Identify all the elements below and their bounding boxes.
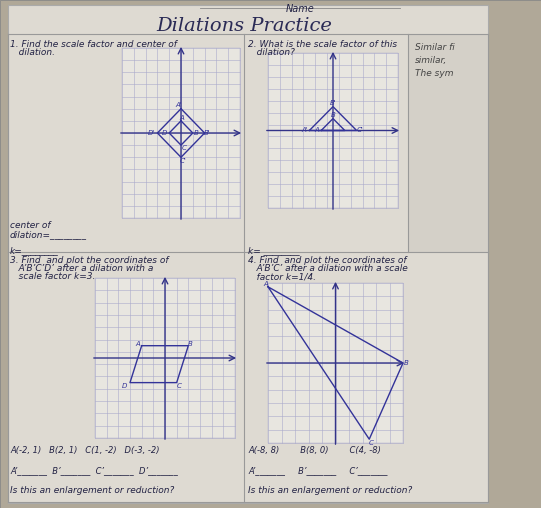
- Text: 1. Find the scale factor and center of: 1. Find the scale factor and center of: [10, 40, 177, 49]
- Text: 2. What is the scale factor of this: 2. What is the scale factor of this: [248, 40, 397, 49]
- Text: factor k=1/4.: factor k=1/4.: [248, 272, 316, 281]
- Text: A: A: [315, 128, 320, 134]
- Text: A’_______     B’_______     C’_______: A’_______ B’_______ C’_______: [248, 466, 387, 475]
- Text: D: D: [162, 130, 167, 136]
- Bar: [268, 53, 398, 208]
- Bar: [122, 48, 240, 218]
- Text: D': D': [148, 130, 155, 136]
- Text: B: B: [404, 360, 408, 366]
- Text: B: B: [331, 112, 335, 117]
- Text: A’B’C’ after a dilation with a scale: A’B’C’ after a dilation with a scale: [248, 264, 408, 273]
- Text: center of: center of: [10, 221, 50, 230]
- Text: Is this an enlargement or reduction?: Is this an enlargement or reduction?: [248, 486, 412, 495]
- Text: A’B’C’D’ after a dilation with a: A’B’C’D’ after a dilation with a: [10, 264, 154, 273]
- Text: B: B: [194, 130, 198, 136]
- Text: Is this an enlargement or reduction?: Is this an enlargement or reduction?: [10, 486, 174, 495]
- Text: Name: Name: [286, 4, 314, 14]
- Text: A': A': [301, 128, 308, 134]
- Text: C: C: [176, 383, 181, 389]
- Text: B': B': [204, 130, 211, 136]
- Bar: [95, 278, 235, 438]
- Text: C: C: [369, 440, 374, 446]
- Bar: [8, 5, 488, 503]
- Bar: [268, 283, 403, 443]
- Text: A: A: [263, 281, 268, 287]
- Text: dilation=________: dilation=________: [10, 230, 87, 239]
- Text: B: B: [188, 341, 193, 346]
- Text: A: A: [180, 115, 184, 121]
- Text: B': B': [329, 100, 337, 106]
- Text: The sym: The sym: [415, 70, 453, 79]
- Text: A: A: [135, 341, 140, 346]
- Text: dilation.: dilation.: [10, 48, 55, 57]
- Text: A': A': [176, 102, 182, 108]
- Text: C: C: [182, 145, 187, 151]
- Text: k=________: k=________: [10, 246, 59, 255]
- Text: A’_______  B’_______  C’_______  D’_______: A’_______ B’_______ C’_______ D’_______: [10, 466, 178, 475]
- Text: similar,: similar,: [415, 56, 447, 66]
- Text: 4. Find  and plot the coordinates of: 4. Find and plot the coordinates of: [248, 256, 406, 265]
- Text: dilation?: dilation?: [248, 48, 295, 57]
- Text: A(-2, 1)   B(2, 1)   C(1, -2)   D(-3, -2): A(-2, 1) B(2, 1) C(1, -2) D(-3, -2): [10, 446, 160, 455]
- Text: A(-8, 8)        B(8, 0)        C(4, -8): A(-8, 8) B(8, 0) C(4, -8): [248, 446, 381, 455]
- Text: D: D: [122, 383, 128, 389]
- Text: k= ________: k= ________: [248, 246, 300, 255]
- Text: Dilations Practice: Dilations Practice: [156, 17, 332, 35]
- Text: C': C': [357, 128, 363, 134]
- Text: C': C': [180, 158, 187, 164]
- Text: scale factor k=3.: scale factor k=3.: [10, 272, 95, 281]
- Text: Similar fi: Similar fi: [415, 44, 455, 52]
- Bar: [408, 34, 488, 252]
- Text: 3. Find  and plot the coordinates of: 3. Find and plot the coordinates of: [10, 256, 168, 265]
